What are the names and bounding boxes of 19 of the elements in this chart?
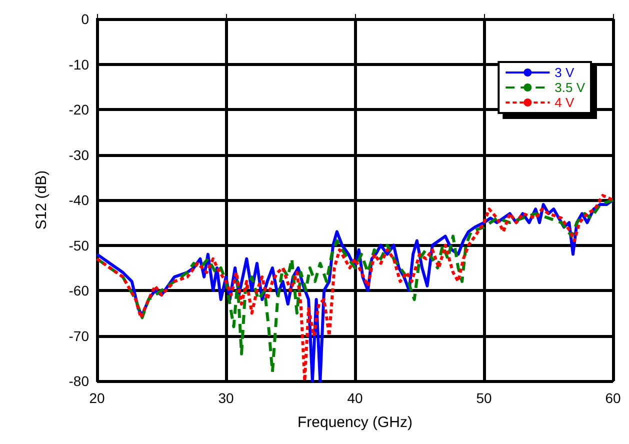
x-tick-label: 30 — [218, 390, 234, 406]
y-tick-label: -10 — [68, 56, 90, 72]
y-tick-label: -50 — [68, 237, 90, 254]
y-tick-label: -20 — [68, 102, 90, 118]
x-tick-label: 60 — [605, 390, 621, 406]
y-axis-title: S12 (dB) — [33, 170, 50, 230]
x-tick-label: 40 — [347, 390, 363, 406]
legend-label: 4 V — [554, 95, 574, 110]
legend-label: 3 V — [554, 65, 574, 80]
x-tick-label: 20 — [89, 390, 105, 406]
y-tick-label: -80 — [68, 373, 90, 389]
x-axis-title: Frequency (GHz) — [297, 414, 413, 431]
x-tick-label: 50 — [476, 390, 492, 406]
y-tick-label: -40 — [68, 192, 90, 208]
y-tick-label: 0 — [81, 11, 90, 27]
y-tick-label: -30 — [68, 146, 90, 163]
y-tick-label: -60 — [68, 282, 90, 298]
legend-label: 3.5 V — [554, 80, 586, 95]
y-tick-label: -70 — [68, 328, 90, 344]
